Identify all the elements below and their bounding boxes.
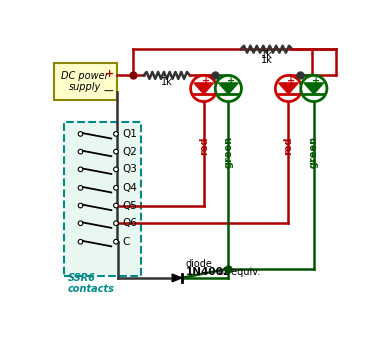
Text: red: red — [199, 136, 209, 155]
Text: 1k: 1k — [261, 55, 272, 65]
Text: DC power
supply: DC power supply — [61, 71, 109, 92]
Circle shape — [301, 75, 327, 102]
Circle shape — [113, 149, 118, 154]
Text: green: green — [309, 136, 319, 169]
Circle shape — [78, 185, 83, 190]
Text: Q3: Q3 — [122, 164, 137, 174]
Circle shape — [113, 185, 118, 190]
Text: diode: diode — [186, 259, 213, 269]
Text: red: red — [284, 136, 293, 155]
Text: Q5: Q5 — [122, 201, 137, 210]
Text: +: + — [105, 69, 114, 79]
Circle shape — [78, 131, 83, 136]
Circle shape — [113, 167, 118, 172]
Polygon shape — [278, 83, 298, 94]
Circle shape — [78, 239, 83, 244]
Circle shape — [215, 75, 241, 102]
Circle shape — [113, 131, 118, 136]
Text: green: green — [223, 136, 233, 169]
Text: or equiv.: or equiv. — [215, 267, 260, 277]
Circle shape — [275, 75, 301, 102]
Circle shape — [113, 239, 118, 244]
Polygon shape — [172, 274, 182, 282]
Circle shape — [78, 167, 83, 172]
FancyBboxPatch shape — [53, 63, 117, 100]
Circle shape — [78, 149, 83, 154]
Text: +: + — [227, 76, 235, 86]
Polygon shape — [194, 83, 214, 94]
Circle shape — [78, 203, 83, 208]
Text: −: − — [103, 84, 114, 98]
Polygon shape — [304, 83, 324, 94]
Text: 1k: 1k — [261, 51, 272, 61]
Text: +: + — [287, 76, 295, 86]
Text: +: + — [312, 76, 320, 86]
Polygon shape — [218, 83, 238, 94]
Text: SSR6
contacts: SSR6 contacts — [67, 273, 114, 294]
FancyBboxPatch shape — [64, 122, 140, 276]
Circle shape — [191, 75, 217, 102]
Text: 1N4002: 1N4002 — [186, 267, 231, 277]
Text: Q2: Q2 — [122, 147, 137, 157]
Circle shape — [78, 221, 83, 226]
Text: +: + — [202, 76, 210, 86]
Text: Q6: Q6 — [122, 218, 137, 228]
Text: Q4: Q4 — [122, 183, 137, 193]
Text: Q1: Q1 — [122, 129, 137, 139]
Circle shape — [113, 203, 118, 208]
Text: C: C — [122, 237, 129, 247]
Circle shape — [113, 221, 118, 226]
Text: 1k: 1k — [161, 76, 173, 86]
